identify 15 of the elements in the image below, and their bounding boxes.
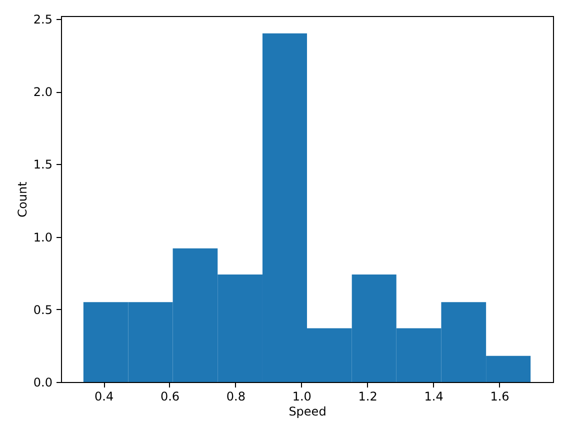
y-tick-label: 0.0: [33, 376, 52, 390]
y-tick-label: 2.5: [33, 12, 52, 26]
x-tick-label: 0.4: [94, 390, 114, 404]
x-tick-label: 0.8: [226, 390, 246, 404]
x-tick-label: 1.4: [424, 390, 444, 404]
x-tick-label: 0.6: [160, 390, 180, 404]
y-axis-title: Count: [15, 181, 30, 218]
y-tick-label: 1.0: [33, 230, 52, 244]
x-axis-title: Speed: [288, 404, 326, 418]
x-tick-label: 1.0: [292, 390, 312, 404]
x-tick-label: 1.2: [358, 390, 378, 404]
y-tick-label: 0.5: [33, 302, 52, 317]
y-tick-label: 2.0: [33, 85, 52, 100]
y-tick-label: 1.5: [33, 158, 52, 172]
x-tick-label: 1.6: [490, 390, 510, 404]
